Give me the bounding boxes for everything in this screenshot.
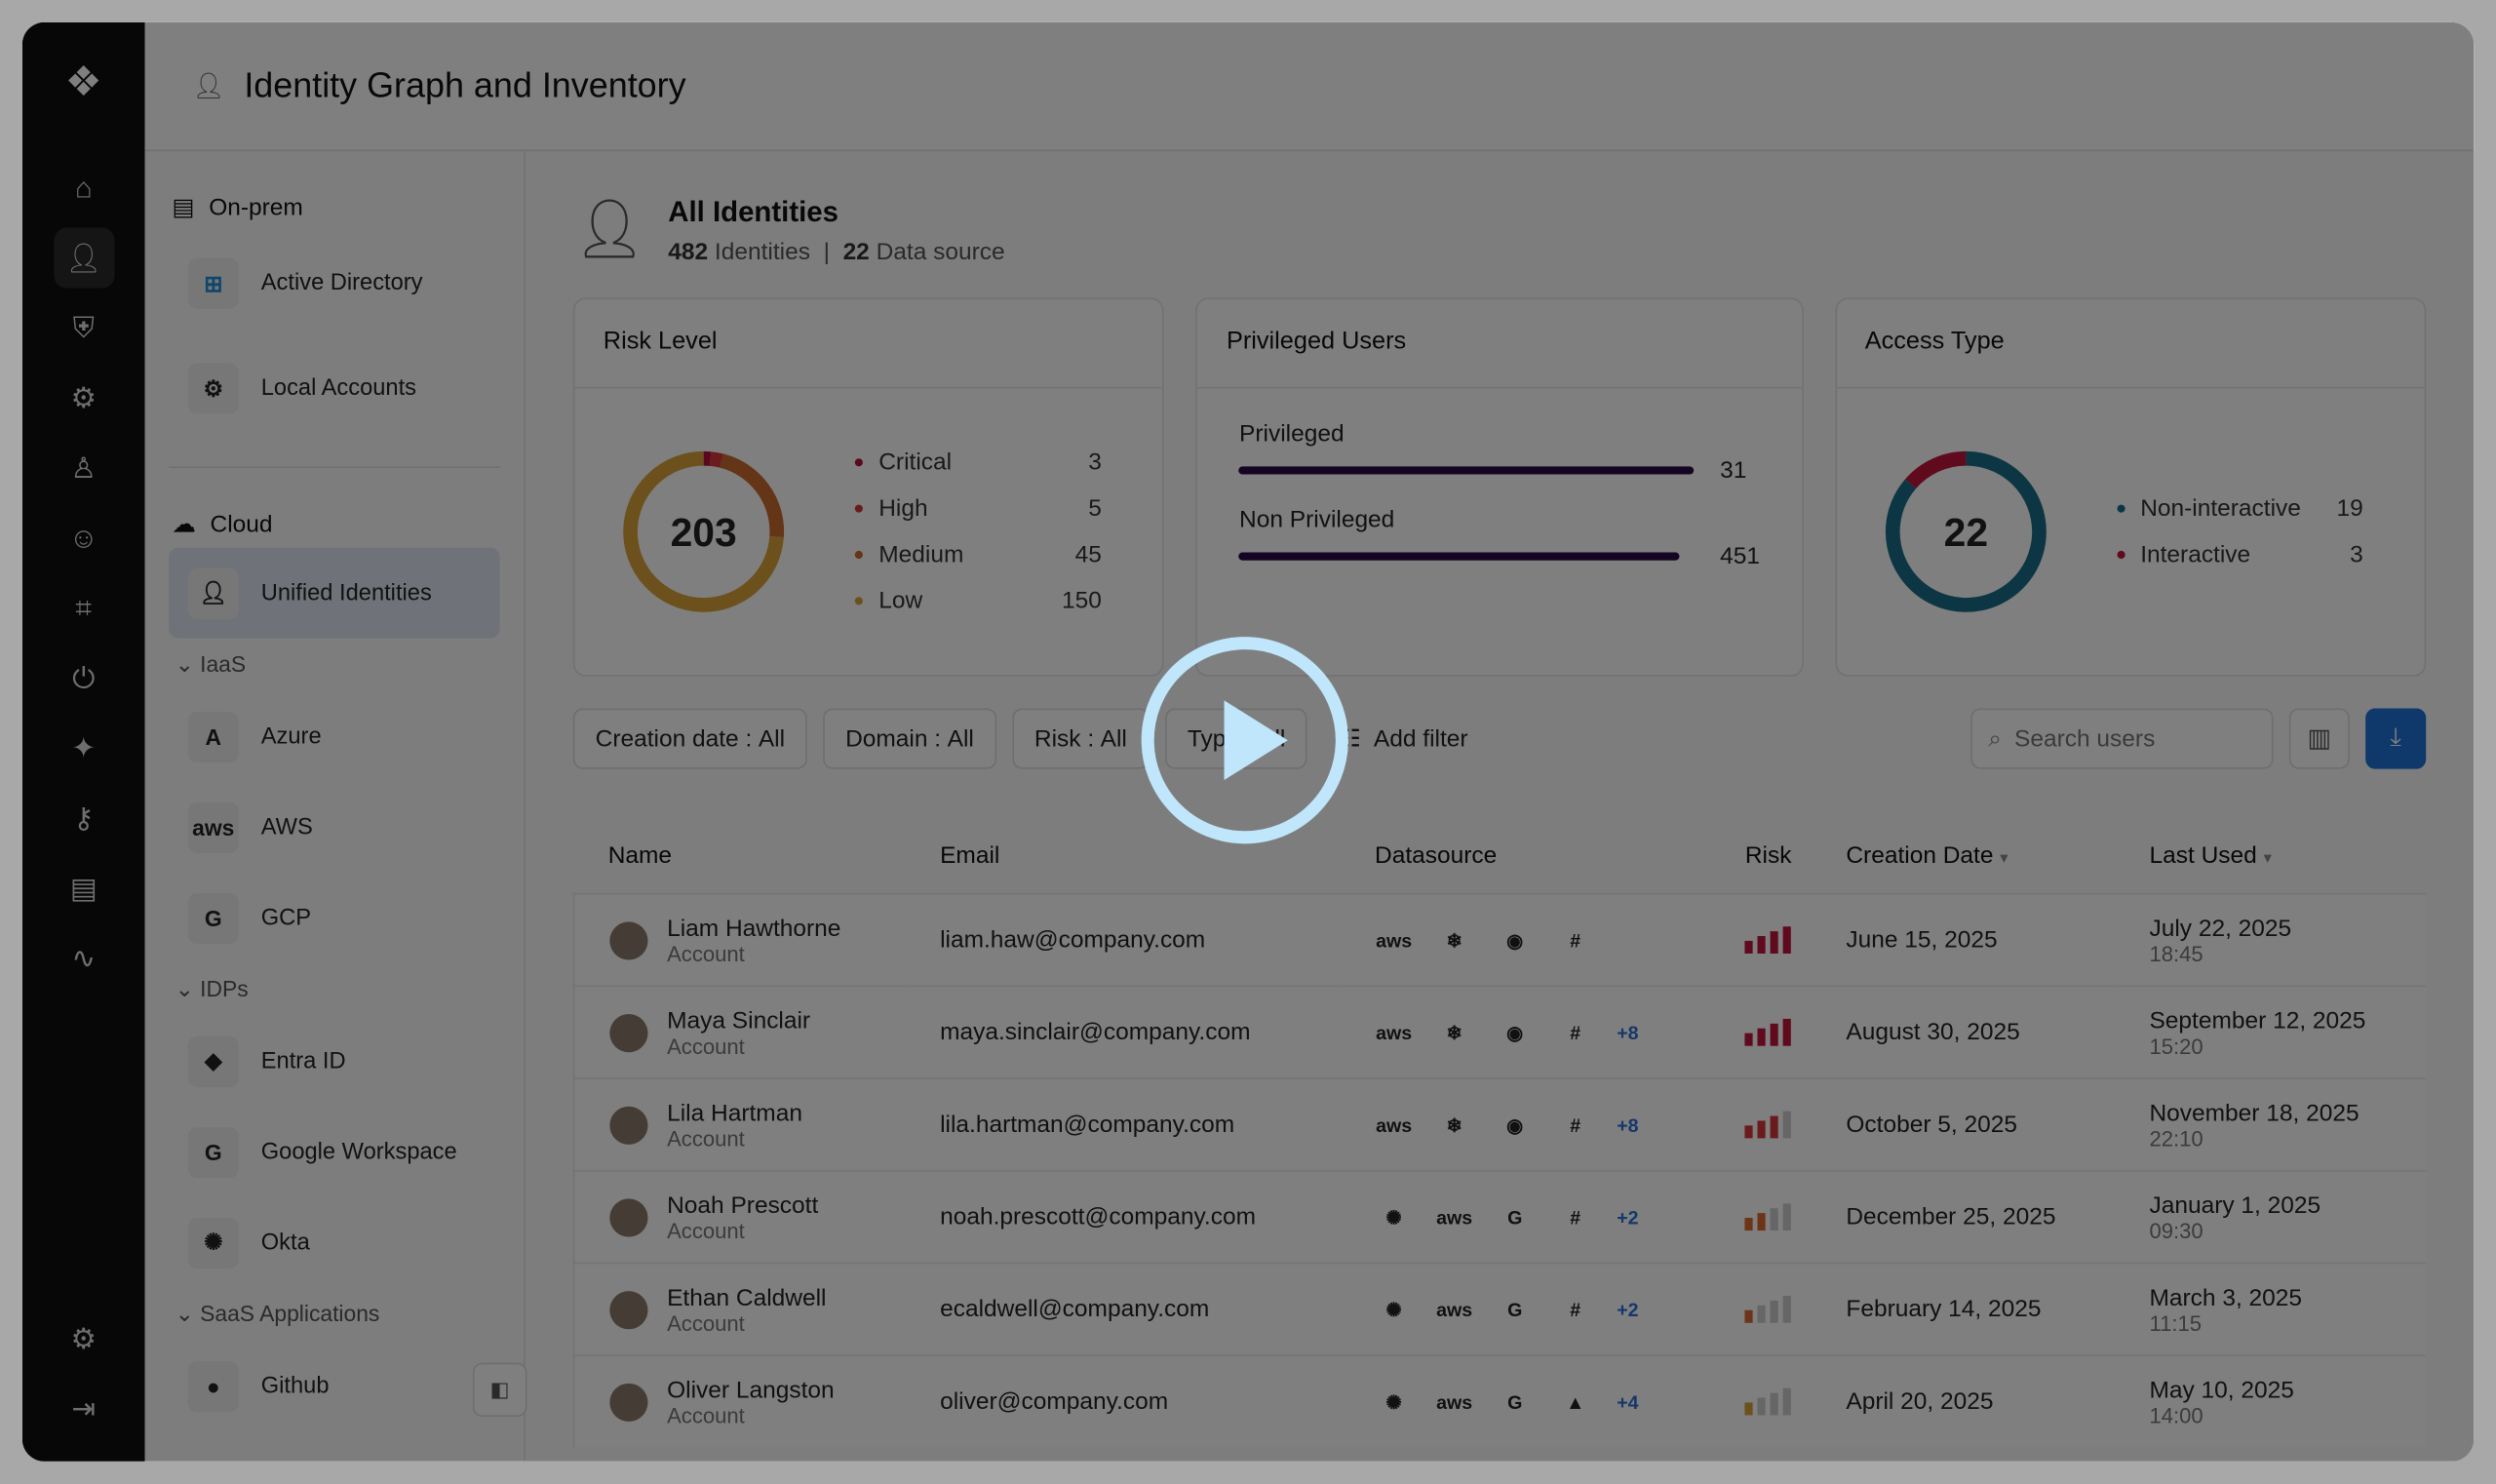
- app-window: ❖ ⌂ 👤︎ ⛨ ⚙ ♙ ☺ ⌗ ⏻ ✦ ⚷ ▤ ∿ ⚙ ⇥ 👤︎ Identi…: [22, 22, 2474, 1462]
- play-button[interactable]: [1142, 637, 1348, 843]
